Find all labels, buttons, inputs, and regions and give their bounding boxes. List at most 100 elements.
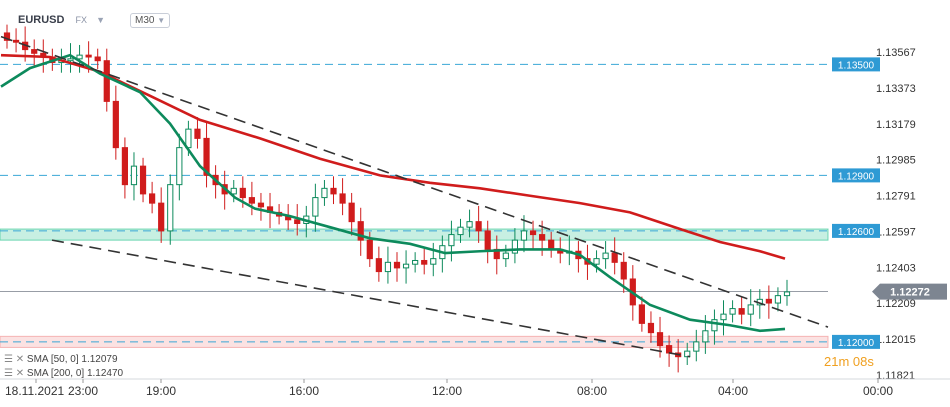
candle-body xyxy=(738,308,745,315)
candle-body xyxy=(176,147,183,186)
level-tag: 1.12600 xyxy=(832,223,880,238)
candle-body xyxy=(158,202,165,232)
candle xyxy=(738,296,745,325)
timeframe-value: M30 xyxy=(135,15,155,26)
y-tick-label: 1.12209 xyxy=(876,298,916,310)
indicator-value: 1.12470 xyxy=(86,368,124,379)
candle-body xyxy=(720,313,727,321)
candle-body xyxy=(647,322,655,334)
candle-body xyxy=(548,239,555,250)
candle-body xyxy=(511,239,519,254)
current-price-label: 1.12272 xyxy=(890,287,930,299)
candle xyxy=(611,237,618,275)
price-zone xyxy=(0,335,829,348)
menu-icon[interactable]: ☰ xyxy=(4,368,13,379)
candle xyxy=(393,252,401,282)
candle xyxy=(638,296,645,332)
candle-body xyxy=(366,239,373,260)
candle-body xyxy=(357,221,364,241)
candle-body xyxy=(384,261,392,273)
candle-body xyxy=(747,304,754,315)
candle xyxy=(765,285,772,319)
trend-line-lower xyxy=(51,239,691,358)
level-tag: 1.12900 xyxy=(832,168,880,183)
candle xyxy=(412,252,419,273)
indicator-label: SMA [50, 0] xyxy=(26,354,79,365)
candle-body xyxy=(257,202,265,208)
candle-body xyxy=(611,252,618,263)
candle-body xyxy=(774,295,782,304)
candle-body xyxy=(76,54,83,60)
candle xyxy=(230,180,237,203)
level-tag-label: 1.13500 xyxy=(838,60,875,71)
candle xyxy=(421,248,428,275)
candle xyxy=(466,209,473,238)
candle xyxy=(67,43,74,73)
indicator-legend-sma50[interactable]: ☰ ✕ SMA [50, 0] 1.12079 xyxy=(4,354,118,365)
candle-body xyxy=(121,147,129,186)
candle-body xyxy=(239,187,246,199)
candle xyxy=(475,205,482,243)
candle xyxy=(457,218,464,243)
candle xyxy=(774,287,782,312)
y-tick-label: 1.12015 xyxy=(876,334,916,346)
menu-icon[interactable]: ☰ xyxy=(4,354,13,365)
candle xyxy=(747,289,754,327)
candle xyxy=(339,178,346,216)
candle-body xyxy=(393,261,401,269)
candle xyxy=(167,174,174,245)
candle xyxy=(248,181,255,216)
candle xyxy=(402,250,410,284)
candle xyxy=(176,133,183,201)
candle xyxy=(357,207,364,256)
candle-body xyxy=(684,350,691,358)
candle-body xyxy=(457,226,464,236)
candle-body xyxy=(602,252,609,260)
y-tick-label: 1.12597 xyxy=(876,226,916,238)
timeframe-select[interactable]: M30 ▼ xyxy=(130,13,171,28)
candle xyxy=(348,192,355,236)
candle-body xyxy=(31,49,38,54)
candle-body xyxy=(348,202,355,223)
candle xyxy=(448,220,455,262)
candle xyxy=(575,241,582,273)
level-tag-bg xyxy=(832,223,880,238)
chevron-down-icon[interactable]: ▼ xyxy=(96,15,106,25)
candle xyxy=(729,300,736,323)
candle xyxy=(158,187,165,243)
candle-body xyxy=(3,32,11,41)
candle-body xyxy=(330,187,337,195)
candle xyxy=(12,28,20,53)
candle-body xyxy=(702,330,709,343)
candle xyxy=(711,309,718,345)
candle-body xyxy=(67,58,74,62)
candle xyxy=(194,117,201,149)
candle xyxy=(294,204,301,236)
x-tick-label: 18.11.2021 xyxy=(5,384,64,398)
level-tag-label: 1.12600 xyxy=(838,227,875,238)
candle xyxy=(94,48,101,70)
candle-body xyxy=(130,165,138,186)
market-label: FX xyxy=(75,15,88,25)
candle-body xyxy=(711,319,718,332)
candle xyxy=(693,329,700,362)
candle xyxy=(31,39,38,68)
indicator-legend-sma200[interactable]: ☰ ✕ SMA [200, 0] 1.12470 xyxy=(4,368,123,379)
level-tag-bg xyxy=(832,168,880,183)
candle xyxy=(484,220,491,264)
candle xyxy=(121,137,129,199)
close-icon[interactable]: ✕ xyxy=(15,354,25,365)
indicator-label: SMA [200, 0] xyxy=(26,368,85,379)
close-icon[interactable]: ✕ xyxy=(15,368,25,379)
candle-body xyxy=(638,304,645,324)
candle-body xyxy=(466,221,473,228)
symbol-name: EURUSD xyxy=(18,14,65,26)
candle-body xyxy=(484,230,491,250)
candle-body xyxy=(203,137,210,176)
symbol-header: EURUSD FX ▼ xyxy=(18,14,105,26)
x-tick-label: 00:00 xyxy=(863,384,893,398)
y-tick-label: 1.12791 xyxy=(876,191,916,203)
x-tick-label: 16:00 xyxy=(289,384,319,398)
